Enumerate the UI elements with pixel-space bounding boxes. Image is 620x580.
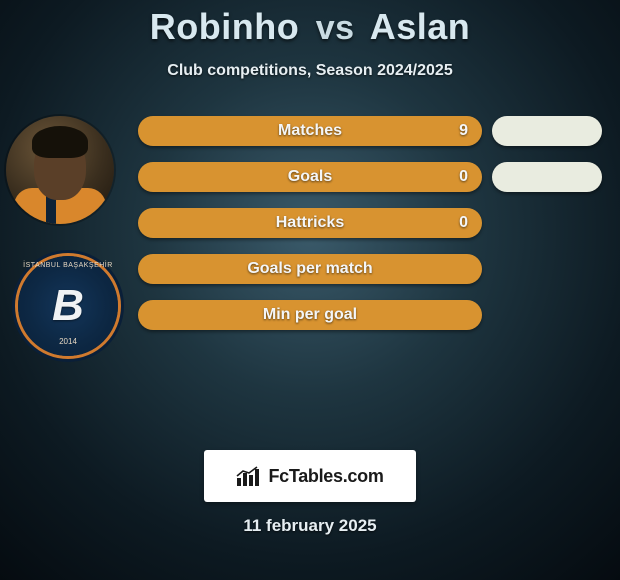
chart-icon: [236, 466, 262, 486]
stat-row: Matches9: [138, 116, 482, 146]
right-pill: [492, 162, 602, 192]
left-column: İSTANBUL BAŞAKŞEHİR B 2014: [6, 116, 126, 356]
player1-avatar: [6, 116, 114, 224]
vs-label: vs: [316, 9, 355, 47]
stat-label: Goals per match: [138, 254, 482, 284]
club-badge: İSTANBUL BAŞAKŞEHİR B 2014: [18, 256, 118, 356]
stat-value: 0: [459, 208, 468, 238]
player2-name: Aslan: [370, 6, 471, 47]
right-pill: [492, 116, 602, 146]
brand-text: FcTables.com: [268, 466, 383, 487]
stat-row: Min per goal: [138, 300, 482, 330]
player1-name: Robinho: [150, 6, 299, 47]
stat-label: Min per goal: [138, 300, 482, 330]
stat-label: Hattricks: [138, 208, 482, 238]
stat-bars: Matches9Goals0Hattricks0Goals per matchM…: [138, 116, 482, 346]
club-badge-year: 2014: [18, 337, 118, 346]
stat-label: Matches: [138, 116, 482, 146]
page-title: Robinho vs Aslan: [0, 0, 620, 48]
stat-value: 0: [459, 162, 468, 192]
stat-value: 9: [459, 116, 468, 146]
right-pills: [492, 116, 602, 346]
brand-badge: FcTables.com: [204, 450, 416, 502]
stats-area: İSTANBUL BAŞAKŞEHİR B 2014 Matches9 Goals…: [0, 116, 620, 396]
stat-label: Goals: [138, 162, 482, 192]
stat-row: Goals per match: [138, 254, 482, 284]
subtitle: Club competitions, Season 2024/2025: [0, 62, 620, 80]
stat-row: Goals0: [138, 162, 482, 192]
stat-row: Hattricks0: [138, 208, 482, 238]
date-label: 11 february 2025: [0, 516, 620, 536]
